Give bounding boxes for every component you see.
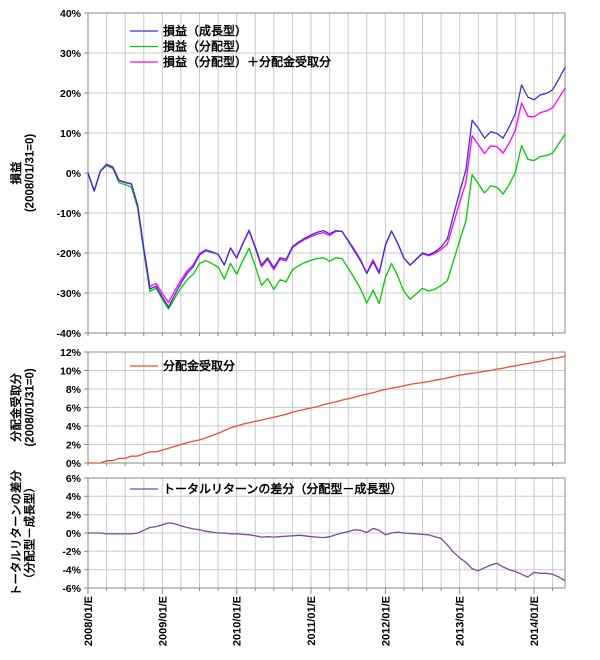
y-tick-label: 4% bbox=[66, 491, 82, 503]
legend-item-difference: トータルリターンの差分（分配型－成長型） bbox=[130, 481, 402, 496]
y-tick-label: -20% bbox=[56, 248, 81, 260]
y-tick-label: -30% bbox=[56, 288, 81, 300]
y-tick-label: 12% bbox=[60, 347, 82, 359]
y-tick-label: 0% bbox=[66, 458, 82, 470]
x-tick-label: 2011/01/E bbox=[306, 596, 318, 646]
y-axis-title-total-return-difference: トータルリターンの差分 （分配型－成長型） bbox=[9, 470, 37, 596]
panel-profit-loss: -40%-30%-20%-10%0%10%20%30%40%損益（成長型）損益（… bbox=[9, 8, 566, 340]
x-axis-labels: 2008/01/E 2009/01/E 2010/01/E 2011/01/E 2012… bbox=[83, 596, 541, 646]
y-axis-title-profit-loss: 損益 (2008/01/31=0) bbox=[9, 134, 37, 212]
y-tick-label: 6% bbox=[66, 402, 82, 414]
x-tick-label: 2013/01/E bbox=[455, 596, 467, 646]
y-tick-label: 2% bbox=[66, 439, 82, 451]
panel-total-return-difference: -6% -4% -2% 0% 2% 4% 6% トータルリターンの差分（分配型－成長型） トータ… bbox=[9, 470, 566, 596]
y-tick-label: 8% bbox=[66, 384, 82, 396]
x-tick-label: 2014/01/E bbox=[529, 596, 541, 646]
series-difference-line bbox=[87, 522, 566, 582]
y-tick-label: -4% bbox=[62, 565, 81, 577]
series-distributions-line bbox=[87, 355, 566, 464]
y-tick-label: 4% bbox=[66, 421, 82, 433]
x-tick-label: 2012/01/E bbox=[380, 596, 392, 646]
y-tick-label: 20% bbox=[60, 88, 82, 100]
legend-label: 分配金受取分 bbox=[163, 358, 235, 373]
y-tick-label: 40% bbox=[60, 8, 82, 20]
y-tick-label: 6% bbox=[66, 473, 82, 485]
y-tick-label: -10% bbox=[56, 208, 81, 220]
y-tick-label: 10% bbox=[60, 128, 82, 140]
legend-label: トータルリターンの差分（分配型－成長型） bbox=[163, 481, 402, 496]
legend-item-dist_total: 損益（分配型）＋分配金受取分 bbox=[130, 54, 331, 69]
series-growth-line bbox=[87, 66, 566, 308]
y-tick-label: 2% bbox=[66, 510, 82, 522]
y-tick-label: -40% bbox=[56, 328, 81, 340]
legend-item-distributions: 分配金受取分 bbox=[130, 358, 235, 373]
legend-label: 損益（分配型） bbox=[163, 39, 247, 54]
y-tick-label: 0% bbox=[66, 168, 82, 180]
y-tick-label: 10% bbox=[60, 365, 82, 377]
x-tick-label: 2009/01/E bbox=[157, 596, 169, 646]
series-dist_type-line bbox=[87, 133, 566, 310]
y-axis-title-distributions: 分配金受取分 (2008/01/31=0) bbox=[9, 368, 37, 446]
series-dist_total-line bbox=[87, 87, 566, 304]
y-tick-label: -2% bbox=[62, 546, 81, 558]
legend-label: 損益（分配型）＋分配金受取分 bbox=[163, 54, 331, 69]
x-tick-label: 2010/01/E bbox=[232, 596, 244, 646]
legend-label: 損益（成長型） bbox=[163, 23, 247, 38]
y-tick-label: 30% bbox=[60, 48, 82, 60]
y-tick-label: 0% bbox=[66, 528, 82, 540]
y-tick-label: -6% bbox=[62, 583, 81, 595]
legend-item-dist_type: 損益（分配型） bbox=[130, 39, 247, 54]
legend-item-growth: 損益（成長型） bbox=[130, 23, 247, 38]
x-tick-label: 2008/01/E bbox=[83, 596, 95, 646]
